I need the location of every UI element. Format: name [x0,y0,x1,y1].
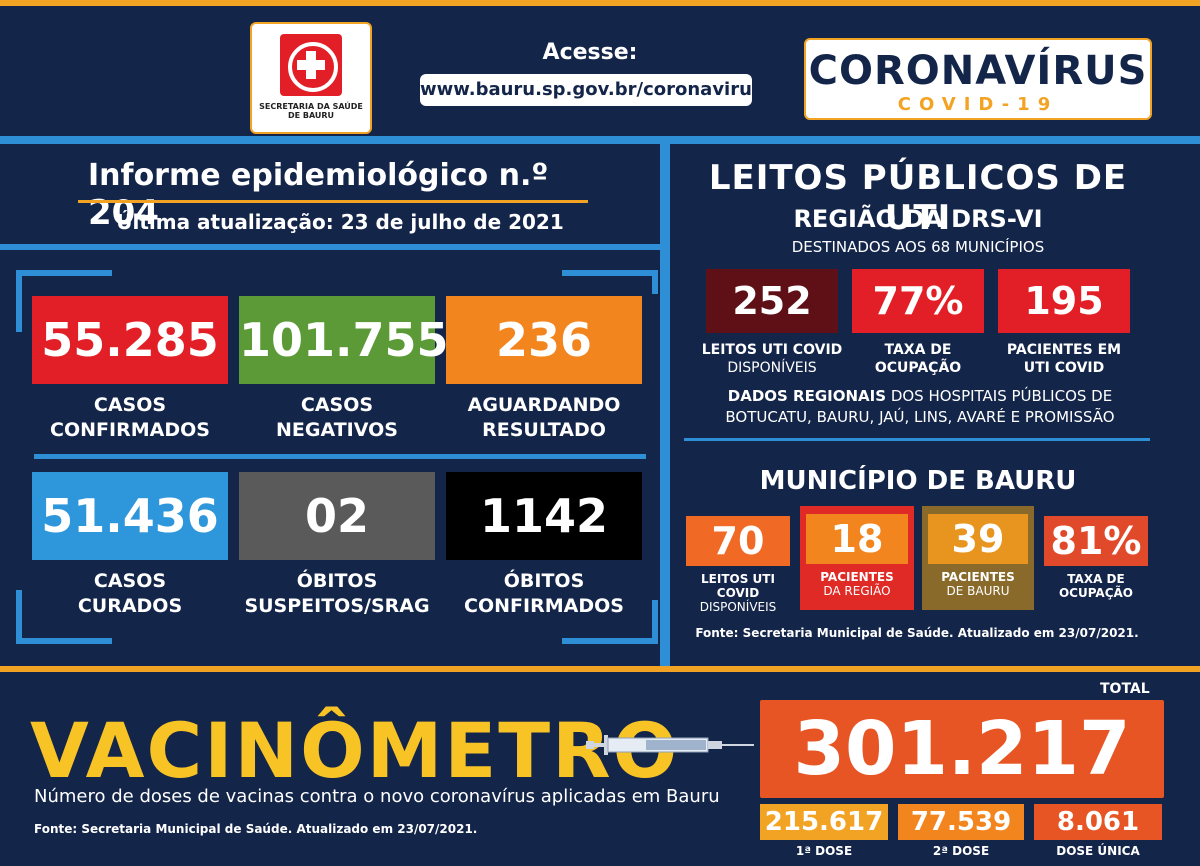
informe-underline [78,200,588,203]
health-cross-icon [280,34,342,96]
row-divider [34,454,646,459]
dose-1-label: 1ª DOSE [795,844,853,858]
municipio-pacientes-regiao: 18 PACIENTES DA REGIÃO [800,506,914,610]
stat-casos-curados: 51.436 [32,472,228,560]
vacinometro-divider [0,666,1200,672]
leitos-disponiveis-box: 252 [706,269,838,333]
website-link[interactable]: www.bauru.sp.gov.br/coronavirus [420,74,763,106]
frame-corner [16,270,112,332]
frame-corner [562,600,658,644]
dose-2-label: 2ª DOSE [932,844,990,858]
syringe-icon [586,730,756,760]
dados-regionais: DADOS REGIONAIS DOS HOSPITAIS PÚBLICOS D… [725,387,1115,426]
brand-subtitle: COVID-19 [897,94,1059,115]
stat-label: AGUARDANDO RESULTADO [467,394,621,441]
last-update: Última atualização: 23 de julho de 2021 [116,210,564,234]
regiao-title: REGIÃO DA DRS-VI [793,205,1043,233]
stat-casos-confirmados: 55.285 [32,296,228,384]
acesse-label: Acesse: [542,40,638,65]
secretaria-logo: SECRETARIA DA SAÚDE DE BAURU [250,22,372,134]
taxa-ocupacao-box: 77% [852,269,984,333]
section-divider [0,244,660,250]
stat-aguardando: 236 [446,296,642,384]
stat-label: CASOS CURADOS [77,570,183,617]
dose-unica-value: 8.061 [1034,804,1162,840]
pacientes-uti-box: 195 [998,269,1130,333]
vacinometro-description: Número de doses de vacinas contra o novo… [34,786,720,807]
leitos-label: LEITOS UTI COVID DISPONÍVEIS [701,342,843,376]
municipio-taxa-ocupacao: 81% TAXA DE OCUPAÇÃO [1044,516,1148,608]
stat-label: CASOS CONFIRMADOS [50,394,210,441]
stat-label: CASOS NEGATIVOS [276,394,398,441]
municipio-pacientes-bauru: 39 PACIENTES DE BAURU [922,506,1034,610]
header-divider [0,136,1200,144]
total-doses: 301.217 [760,700,1164,798]
stat-obitos-confirmados: 1142 [446,472,642,560]
dose-2-value: 77.539 [898,804,1024,840]
municipio-leitos-disponiveis: 70 LEITOS UTI COVID DISPONÍVEIS [686,516,790,614]
destinados-text: DESTINADOS AOS 68 MUNICÍPIOS [791,238,1045,256]
dose-1-value: 215.617 [760,804,888,840]
brand-title: CORONAVÍRUS [808,48,1148,94]
total-label: TOTAL [1100,681,1150,697]
frame-corner [562,270,658,294]
coronavirus-brand: CORONAVÍRUS COVID-19 [804,38,1152,120]
stat-label: ÓBITOS CONFIRMADOS [464,570,624,617]
stat-casos-negativos: 101.755 [239,296,449,384]
logo-text: SECRETARIA DA SAÚDE DE BAURU [259,102,363,120]
leitos-label: TAXA DE OCUPAÇÃO [874,342,962,376]
vacinometro-title: VACINÔMETRO [30,706,680,795]
fonte-municipal: Fonte: Secretaria Municipal de Saúde. At… [695,626,1139,640]
informe-number: 204 [88,193,159,233]
leitos-label: PACIENTES EM UTI COVID [1006,342,1122,376]
frame-corner [16,590,112,644]
municipio-title: MUNICÍPIO DE BAURU [759,466,1077,496]
leitos-divider [684,438,1150,441]
stat-label: ÓBITOS SUSPEITOS/SRAG [244,570,430,617]
top-accent-bar [0,0,1200,6]
stat-obitos-suspeitos: 02 [239,472,435,560]
informe-title: Informe epidemiológico n.º 204 [88,158,578,233]
dose-unica-label: DOSE ÚNICA [1056,844,1140,858]
informe-label: Informe epidemiológico n.º [88,158,549,193]
vacinometro-fonte: Fonte: Secretaria Municipal de Saúde. At… [34,822,478,836]
leitos-title: LEITOS PÚBLICOS DE UTI [708,158,1128,238]
vertical-divider [660,144,670,666]
